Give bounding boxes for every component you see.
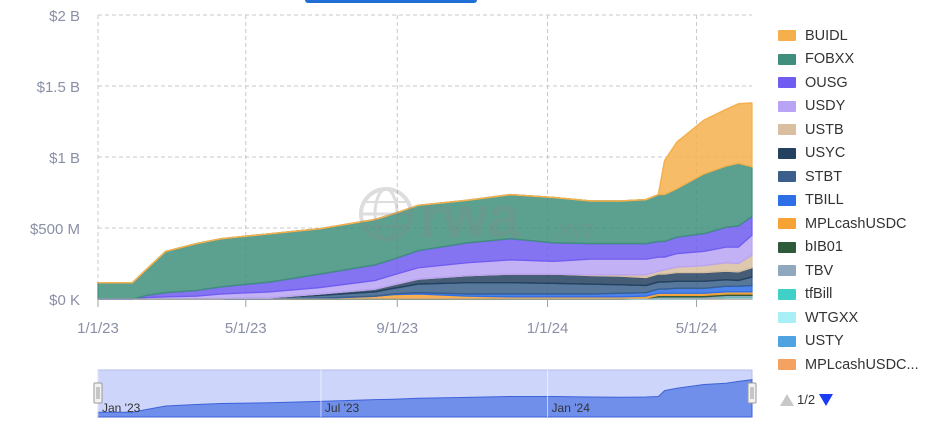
pager-up-icon[interactable] xyxy=(780,393,794,406)
legend-item-mplcashusdc[interactable]: MPLcashUSDC xyxy=(778,212,943,236)
y-tick-label: $0 K xyxy=(49,292,80,309)
legend-item-tbv[interactable]: TBV xyxy=(778,259,943,283)
legend-swatch xyxy=(778,265,796,277)
navigator-label: Jan '24 xyxy=(552,401,591,415)
legend-label: FOBXX xyxy=(805,51,855,68)
legend-swatch xyxy=(778,53,796,65)
legend-item-wtgxx[interactable]: WTGXX xyxy=(778,306,943,330)
x-tick-label: 1/1/23 xyxy=(77,320,119,337)
legend-label: tfBill xyxy=(805,286,833,303)
legend-pager: 1/2 xyxy=(780,392,834,407)
watermark-text: rwa xyxy=(420,185,521,250)
legend-label: bIB01 xyxy=(805,239,843,256)
legend-swatch xyxy=(778,359,796,371)
legend-label: USDY xyxy=(805,98,846,115)
legend-label: WTGXX xyxy=(805,309,859,326)
legend-swatch xyxy=(778,100,796,112)
legend-item-tbill[interactable]: TBILL xyxy=(778,189,943,213)
legend-swatch xyxy=(778,124,796,136)
legend-swatch xyxy=(778,147,796,159)
x-tick-label: 5/1/23 xyxy=(225,320,267,337)
legend-item-buidl[interactable]: BUIDL xyxy=(778,24,943,48)
legend-label: USTB xyxy=(805,121,844,138)
pager-label: 1/2 xyxy=(797,392,816,407)
x-tick-label: 1/1/24 xyxy=(527,320,569,337)
legend-swatch xyxy=(778,30,796,42)
x-tick-label: 5/1/24 xyxy=(676,320,718,337)
navigator-handle-right[interactable] xyxy=(747,382,757,404)
legend-item-tfbill[interactable]: tfBill xyxy=(778,283,943,307)
legend-item-usdy[interactable]: USDY xyxy=(778,95,943,119)
navigator-handle-left[interactable] xyxy=(93,382,103,404)
legend-swatch xyxy=(778,335,796,347)
legend: BUIDL FOBXX OUSG USDY USTB USYC STBT TBILL MPLca… xyxy=(778,24,943,377)
legend-label: STBT xyxy=(805,168,843,185)
legend-label: USTY xyxy=(805,333,844,350)
series-line-buidl xyxy=(98,102,753,284)
legend-swatch xyxy=(778,241,796,253)
legend-label: TBILL xyxy=(805,192,844,209)
pager-down-icon[interactable] xyxy=(819,393,834,406)
navigator-label: Jul '23 xyxy=(325,401,360,415)
legend-item-stbt[interactable]: STBT xyxy=(778,165,943,189)
watermark: rwa .xyz xyxy=(359,185,595,250)
top-tab-indicator xyxy=(305,0,477,3)
legend-swatch xyxy=(778,288,796,300)
legend-swatch xyxy=(778,171,796,183)
y-tick-label: $1 B xyxy=(49,150,80,167)
legend-label: MPLcashUSDC... xyxy=(805,356,919,373)
y-tick-label: $1.5 B xyxy=(37,79,80,96)
y-tick-label: $2 B xyxy=(49,8,80,25)
legend-label: MPLcashUSDC xyxy=(805,215,907,232)
navigator-series xyxy=(97,379,753,418)
legend-swatch xyxy=(778,77,796,89)
legend-item-ousg[interactable]: OUSG xyxy=(778,71,943,95)
legend-item-usyc[interactable]: USYC xyxy=(778,142,943,166)
watermark-suffix: .xyz xyxy=(552,216,595,243)
legend-item-usty[interactable]: USTY xyxy=(778,330,943,354)
navigator-label: Jan '23 xyxy=(102,401,141,415)
axes: $0 K $500 M $1 B $1.5 B $2 B 1/1/23 5/1/23 9/1/… xyxy=(30,8,752,337)
legend-label: TBV xyxy=(805,262,834,279)
legend-label: BUIDL xyxy=(805,27,848,44)
legend-swatch xyxy=(778,312,796,324)
globe-icon xyxy=(359,187,413,241)
x-tick-label: 9/1/23 xyxy=(376,320,418,337)
legend-item-ustb[interactable]: USTB xyxy=(778,118,943,142)
y-tick-label: $500 M xyxy=(30,221,80,238)
legend-swatch xyxy=(778,218,796,230)
legend-swatch xyxy=(778,194,796,206)
legend-item-bib01[interactable]: bIB01 xyxy=(778,236,943,260)
legend-label: USYC xyxy=(805,145,846,162)
legend-item-fobxx[interactable]: FOBXX xyxy=(778,48,943,72)
legend-label: OUSG xyxy=(805,74,848,91)
range-navigator[interactable]: Jan '23 Jul '23 Jan '24 xyxy=(93,369,757,418)
legend-item-mplcashusdc-[interactable]: MPLcashUSDC... xyxy=(778,353,943,377)
